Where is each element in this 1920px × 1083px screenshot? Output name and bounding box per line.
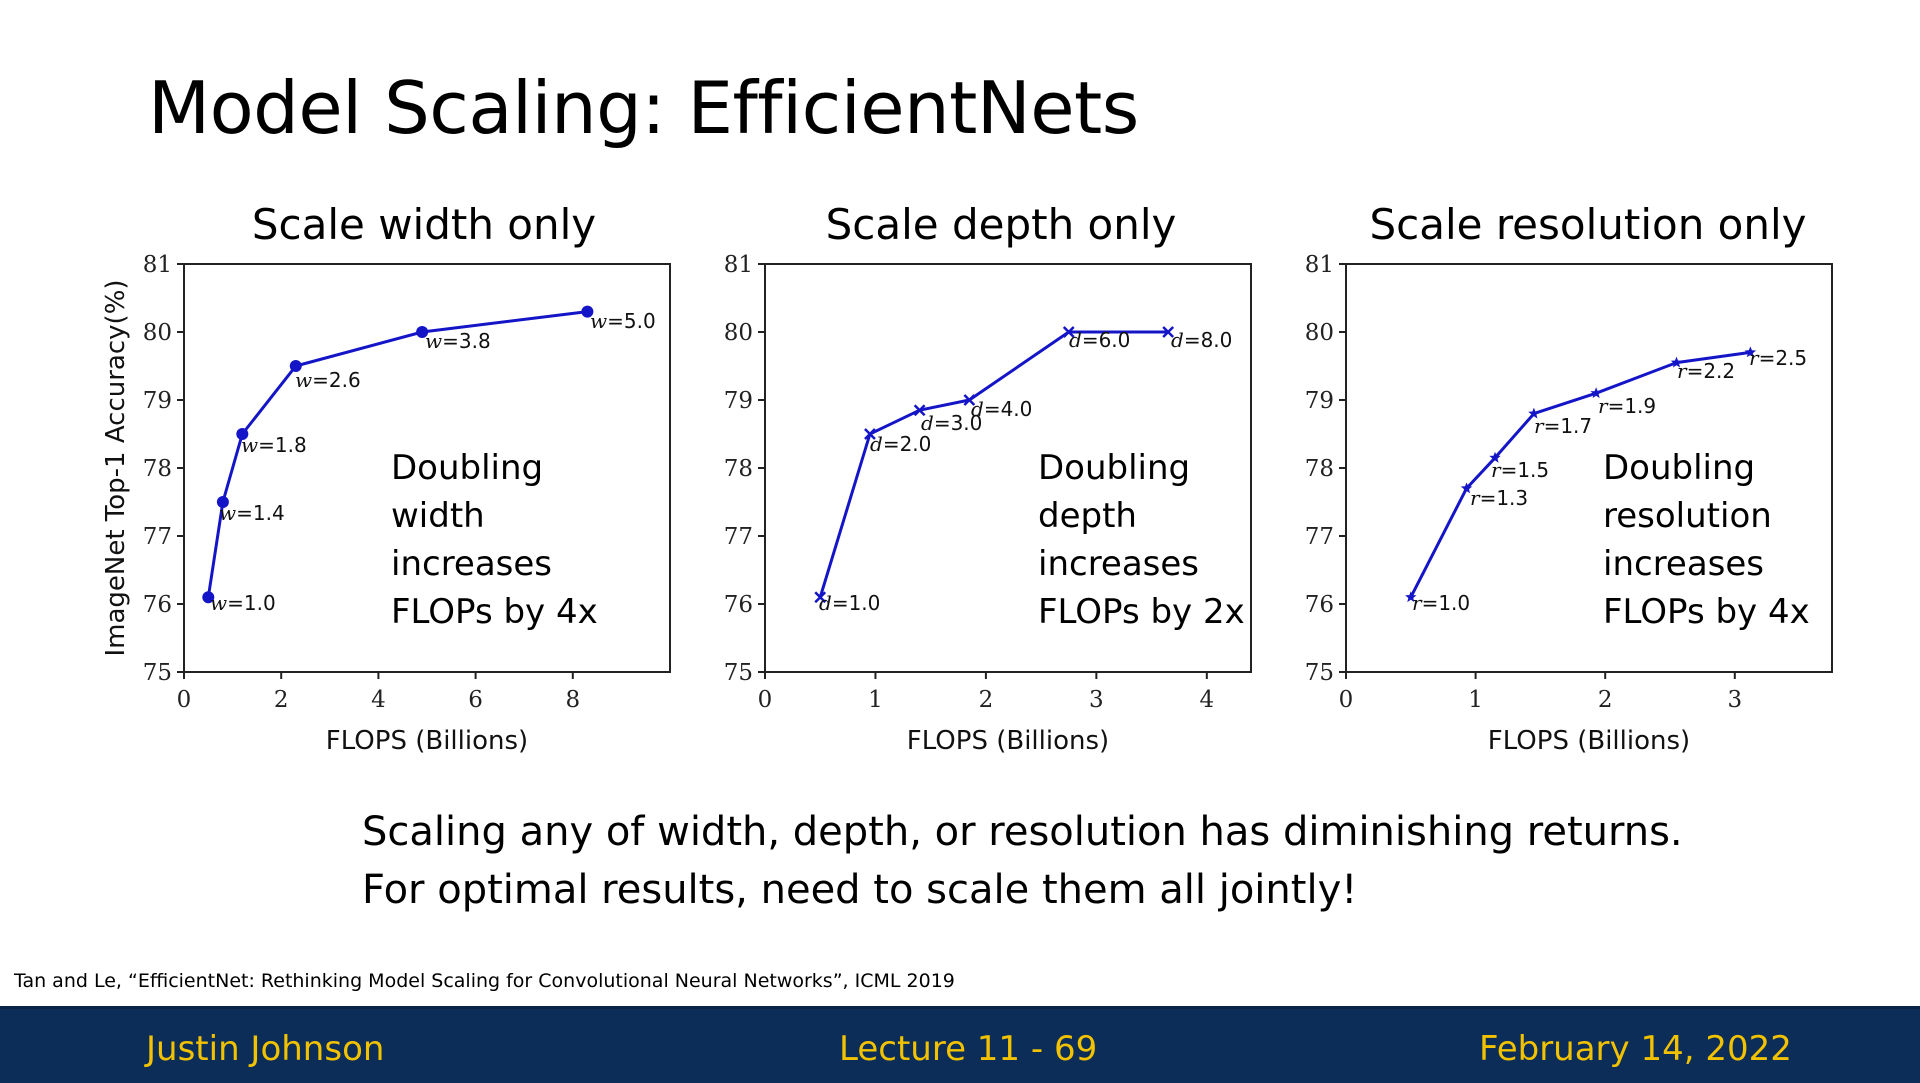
series-line (818, 330, 1169, 598)
y-tick-label: 78 (724, 456, 753, 482)
data-label: d=1.0 (819, 591, 880, 615)
data-label: w=1.4 (219, 501, 285, 525)
data-label: r=1.0 (1412, 591, 1470, 615)
x-tick-label: 6 (468, 687, 483, 713)
y-tick-label: 76 (1305, 592, 1334, 618)
y-tick-label: 81 (1305, 252, 1334, 278)
x-tick-label: 0 (177, 687, 192, 713)
chart-1-plot: 75 76 77 78 79 80 81 0 1 2 3 4 FLOPS (Billions) d=1.0… (724, 252, 1252, 756)
data-point (1405, 591, 1417, 603)
data-label: w=1.8 (241, 433, 307, 457)
data-point (1460, 482, 1473, 494)
data-point (581, 305, 594, 318)
x-axis-label: FLOPS (Billions) (1488, 726, 1690, 756)
data-point (963, 394, 976, 406)
y-tick-label: 77 (1305, 524, 1334, 550)
chart-0-plot: 75 76 77 78 79 80 81 0 2 4 6 8 FLOPS (Billions) Image… (101, 252, 671, 756)
footer-author: Justin Johnson (146, 1029, 385, 1069)
data-point (1590, 387, 1602, 399)
y-tick-label: 78 (1305, 456, 1334, 482)
y-tick-label: 81 (724, 252, 753, 278)
x-tick-label: 3 (1089, 687, 1104, 713)
x-tick-label: 0 (758, 687, 773, 713)
data-point (416, 326, 429, 338)
y-tick-label: 81 (143, 252, 172, 278)
data-label: d=4.0 (971, 397, 1032, 421)
data-point (913, 404, 926, 417)
data-label: r=1.5 (1491, 458, 1549, 482)
data-point (236, 428, 249, 440)
y-tick-label: 76 (724, 592, 753, 618)
citation: Tan and Le, “EfficientNet: Rethinking Mo… (14, 970, 955, 992)
efficientnet-scaling-charts: 75 76 77 78 79 80 81 0 2 4 6 8 FLOPS (Billions) Image… (101, 252, 1833, 756)
x-tick-label: 3 (1727, 687, 1742, 713)
y-tick-label: 78 (143, 456, 172, 482)
x-tick-label: 2 (274, 687, 289, 713)
data-label: r=2.5 (1749, 346, 1807, 370)
x-tick-label: 1 (868, 687, 883, 713)
data-point (1744, 346, 1757, 358)
data-label: r=1.9 (1598, 394, 1656, 418)
x-tick-label: 2 (979, 687, 994, 713)
y-tick-label: 75 (1305, 660, 1334, 686)
x-tick-label: 2 (1598, 687, 1613, 713)
data-label: d=6.0 (1069, 328, 1130, 352)
data-label: r=1.7 (1534, 414, 1592, 438)
width-annotation: Doubling width increases FLOPs by 4x (391, 448, 598, 632)
x-axis-label: FLOPS (Billions) (907, 726, 1109, 756)
data-point (1062, 326, 1075, 338)
data-point (202, 591, 215, 604)
data-label: w=3.8 (425, 329, 491, 353)
x-tick-label: 4 (1199, 687, 1214, 713)
slide-title: Model Scaling: EfficientNets (148, 66, 1139, 150)
data-point (289, 360, 302, 372)
y-tick-label: 80 (143, 320, 172, 346)
data-point (1162, 326, 1175, 338)
data-label: d=3.0 (921, 411, 982, 435)
chart-title-resolution: Scale resolution only (1369, 200, 1807, 249)
y-tick-label: 75 (143, 660, 172, 686)
chart-title-width: Scale width only (251, 200, 597, 249)
y-tick-label: 79 (1305, 388, 1334, 414)
x-tick-label: 8 (565, 687, 580, 713)
chart-title-depth: Scale depth only (825, 200, 1177, 249)
data-point (1489, 451, 1501, 463)
series-line (206, 310, 588, 598)
data-label: d=2.0 (870, 432, 931, 456)
y-tick-label: 77 (724, 524, 753, 550)
x-axis-label: FLOPS (Billions) (326, 726, 528, 756)
y-tick-label: 77 (143, 524, 172, 550)
y-tick-label: 75 (724, 660, 753, 686)
data-point (864, 428, 876, 440)
conclusion-text: Scaling any of width, depth, or resoluti… (362, 803, 1683, 919)
data-label: d=8.0 (1171, 328, 1232, 352)
y-tick-label: 76 (143, 592, 172, 618)
y-axis-label: ImageNet Top-1 Accuracy(%) (101, 279, 131, 656)
depth-annotation: Doubling depth increases FLOPs by 2x (1038, 448, 1245, 632)
chart-2-plot: 75 76 77 78 79 80 81 0 1 2 3 FLOPS (Billions) r=1.0 r… (1305, 252, 1833, 756)
resolution-annotation: Doubling resolution increases FLOPs by 4… (1603, 448, 1810, 632)
y-tick-label: 80 (1305, 320, 1334, 346)
conclusion-line-1: Scaling any of width, depth, or resoluti… (362, 809, 1683, 855)
footer-lecture: Lecture 11 - 69 (839, 1029, 1098, 1069)
conclusion-line-2: For optimal results, need to scale them … (362, 867, 1358, 913)
data-point (1528, 407, 1540, 419)
data-label: r=2.2 (1677, 359, 1735, 383)
x-tick-label: 4 (371, 687, 386, 713)
data-point (814, 591, 827, 604)
y-tick-label: 79 (143, 388, 172, 414)
data-label: w=2.6 (295, 368, 361, 392)
x-tick-label: 1 (1468, 687, 1483, 713)
data-point (1670, 356, 1683, 368)
data-point (216, 496, 229, 508)
data-label: w=5.0 (590, 309, 656, 333)
x-tick-label: 0 (1339, 687, 1354, 713)
footer-bar: Justin Johnson Lecture 11 - 69 February … (0, 1006, 1920, 1083)
y-tick-label: 80 (724, 320, 753, 346)
data-label: r=1.3 (1470, 486, 1528, 510)
footer-date: February 14, 2022 (1479, 1029, 1792, 1069)
y-tick-label: 79 (724, 388, 753, 414)
data-label: w=1.0 (210, 591, 276, 615)
